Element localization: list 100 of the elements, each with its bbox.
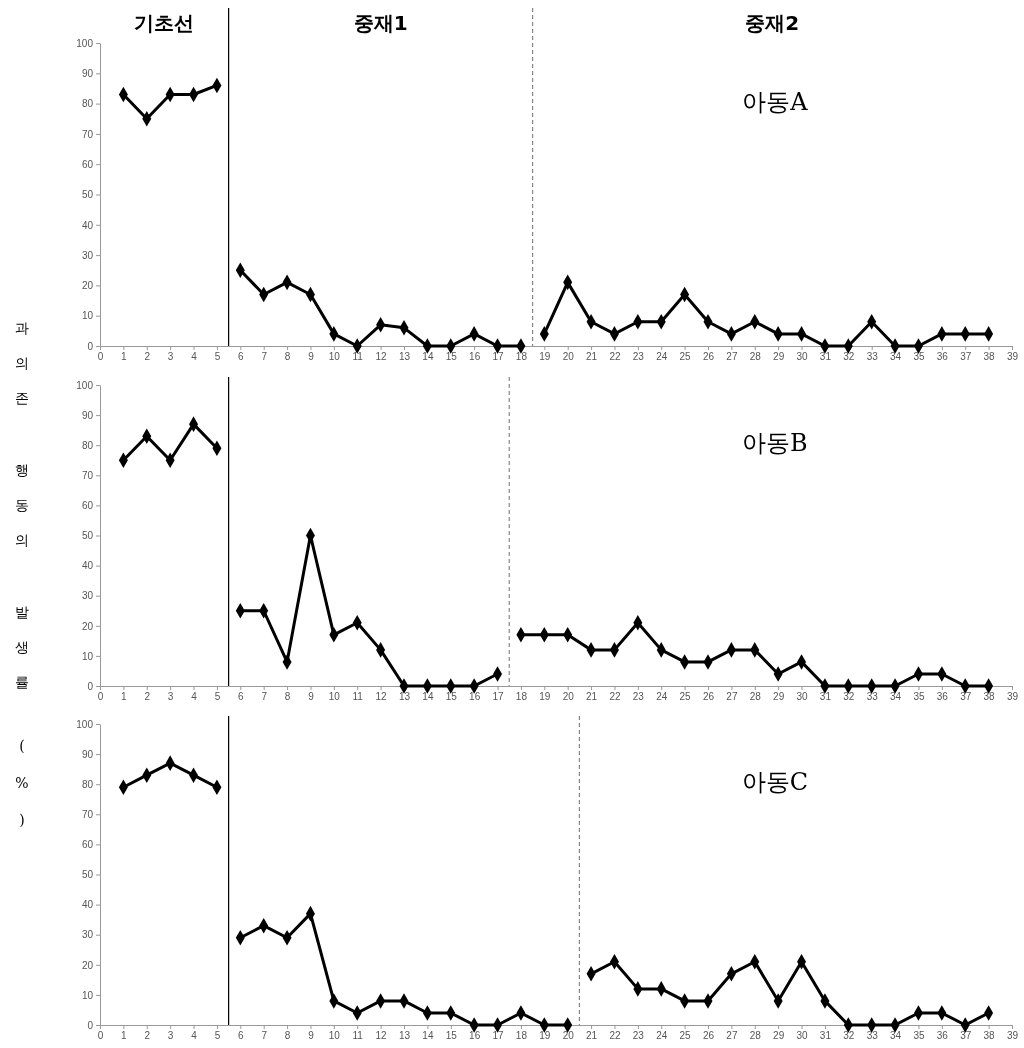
x-tick-label: 21 [586, 351, 598, 363]
x-tick-label: 11 [352, 691, 364, 703]
x-tick-label: 23 [632, 1030, 645, 1042]
x-tick-label: 16 [469, 691, 481, 703]
y-axis-title: 과의존 행동의 발생률 (%) [14, 312, 30, 849]
x-tick-label: 29 [773, 1030, 785, 1042]
y-tick-label: 90 [81, 409, 94, 421]
x-tick-label: 7 [261, 351, 268, 363]
x-tick-label: 38 [983, 1030, 996, 1042]
y-tick-label: 10 [81, 650, 94, 662]
y-tick-label: 80 [81, 98, 94, 110]
x-tick-label: 0 [97, 691, 104, 703]
y-tick-label: 50 [81, 530, 94, 542]
x-tick-label: 19 [539, 691, 551, 703]
x-tick-label: 32 [843, 351, 855, 363]
x-tick-label: 23 [632, 351, 645, 363]
x-tick-label: 9 [308, 691, 315, 703]
x-tick-label: 17 [492, 1030, 505, 1042]
x-tick-label: 22 [609, 691, 621, 703]
x-tick-label: 2 [144, 351, 151, 363]
x-tick-label: 4 [191, 1030, 198, 1042]
x-tick-label: 39 [1006, 691, 1019, 703]
x-tick-label: 30 [796, 351, 809, 363]
x-tick-label: 26 [702, 351, 715, 363]
x-tick-label: 6 [238, 1030, 245, 1042]
y-tick-label: 0 [87, 340, 94, 352]
y-tick-label: 30 [81, 590, 94, 602]
x-tick-label: 8 [284, 1030, 291, 1042]
x-tick-label: 25 [679, 691, 692, 703]
y-tick-label: 70 [81, 470, 94, 481]
x-tick-label: 12 [375, 691, 388, 703]
x-tick-label: 33 [866, 1030, 879, 1042]
x-tick-label: 33 [866, 691, 879, 703]
x-tick-label: 21 [586, 1030, 598, 1042]
x-tick-label: 39 [1006, 1030, 1019, 1042]
x-tick-label: 13 [398, 691, 411, 703]
y-tick-label: 80 [81, 439, 94, 451]
x-tick-label: 11 [352, 351, 364, 363]
x-tick-label: 3 [167, 351, 174, 363]
x-tick-label: 18 [515, 691, 528, 703]
y-tick-label: 90 [81, 68, 94, 79]
x-tick-label: 36 [936, 691, 949, 703]
y-tick-label: 70 [81, 128, 94, 140]
x-tick-label: 29 [773, 691, 785, 703]
x-tick-label: 7 [261, 691, 268, 703]
x-tick-label: 2 [144, 691, 151, 703]
x-tick-label: 3 [167, 691, 174, 703]
y-tick-label: 100 [76, 37, 94, 49]
x-tick-label: 11 [352, 1030, 364, 1042]
y-tick-label: 10 [81, 989, 94, 1001]
x-tick-label: 5 [214, 691, 221, 703]
x-tick-label: 14 [422, 691, 434, 703]
x-tick-label: 29 [773, 351, 785, 363]
y-tick-label: 60 [81, 839, 94, 851]
x-tick-label: 1 [121, 1030, 128, 1042]
x-tick-label: 4 [191, 691, 198, 703]
y-tick-label: 50 [81, 869, 94, 881]
x-tick-label: 10 [328, 1030, 341, 1042]
y-tick-label: 70 [81, 809, 94, 820]
x-tick-label: 17 [492, 691, 505, 703]
x-tick-label: 37 [960, 691, 972, 703]
x-tick-label: 26 [702, 1030, 715, 1042]
x-tick-label: 10 [328, 691, 341, 703]
x-tick-label: 9 [308, 351, 315, 363]
x-tick-label: 14 [422, 351, 434, 363]
text: 중재1 [353, 11, 408, 35]
x-tick-label: 28 [749, 691, 762, 703]
x-tick-label: 17 [492, 351, 505, 363]
text: 아동A [742, 87, 809, 116]
y-tick-label: 40 [81, 219, 94, 231]
x-tick-label: 31 [819, 351, 832, 363]
x-tick-label: 22 [609, 1030, 621, 1042]
x-tick-label: 6 [238, 351, 245, 363]
text: 아동C [741, 768, 809, 797]
x-tick-label: 30 [796, 691, 809, 703]
x-tick-label: 25 [679, 1030, 692, 1042]
text: 중재2 [745, 11, 800, 35]
text: 기초선 [134, 11, 195, 35]
x-tick-label: 16 [469, 351, 481, 363]
x-tick-label: 20 [562, 351, 575, 363]
x-tick-label: 37 [960, 1030, 972, 1042]
x-tick-label: 24 [656, 691, 668, 703]
x-tick-label: 36 [936, 1030, 949, 1042]
y-tick-label: 40 [81, 899, 94, 911]
x-tick-label: 34 [890, 351, 902, 363]
x-tick-label: 28 [749, 1030, 762, 1042]
x-tick-label: 35 [913, 351, 925, 363]
x-tick-label: 36 [936, 351, 949, 363]
y-tick-label: 0 [87, 680, 94, 692]
x-tick-label: 28 [749, 351, 762, 363]
x-tick-label: 34 [890, 691, 902, 703]
x-tick-label: 14 [422, 1030, 434, 1042]
x-tick-label: 33 [866, 351, 879, 363]
x-tick-label: 24 [656, 351, 668, 363]
x-tick-label: 19 [539, 1030, 551, 1042]
x-tick-label: 25 [679, 351, 692, 363]
x-tick-label: 31 [819, 691, 832, 703]
x-tick-label: 38 [983, 351, 996, 363]
x-tick-label: 31 [819, 1030, 832, 1042]
x-tick-label: 38 [983, 691, 996, 703]
